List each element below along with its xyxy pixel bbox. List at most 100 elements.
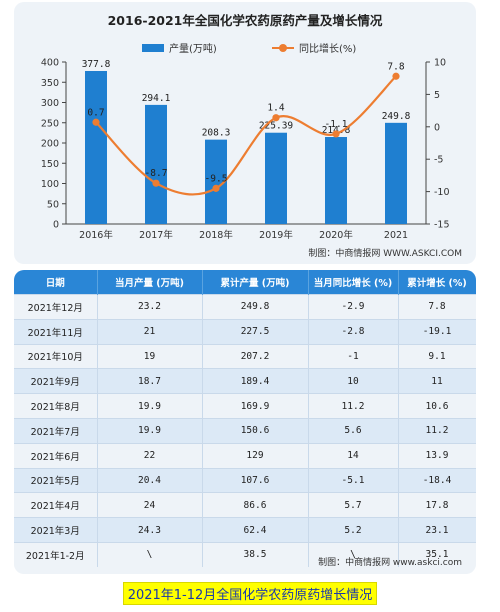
chart-panel: 0 50 100 150 200 250 300 350 400 -15 -10 -5 0 5 10 377.… xyxy=(14,2,476,264)
growth-value-label: 7.8 xyxy=(387,61,404,72)
table-panel: 日期 当月产量 (万吨) 累计产量 (万吨) 当月同比增长 (%) 累计增长 (… xyxy=(14,270,476,574)
legend-bar-swatch xyxy=(142,43,164,52)
y-left-tick-label: 100 xyxy=(41,179,59,190)
bar xyxy=(385,122,407,224)
growth-point xyxy=(272,114,280,122)
cell-monthly-output: 24.3 xyxy=(97,517,203,543)
cell-cumulative-output: 150.6 xyxy=(202,417,309,444)
cell-cumulative-growth: 10.6 xyxy=(398,393,476,419)
cell-monthly-growth: 10 xyxy=(308,368,399,394)
growth-value-label: -1.1 xyxy=(325,119,348,130)
y-right-tick-label: 10 xyxy=(434,58,446,69)
cell-monthly-growth: -5.1 xyxy=(308,467,399,493)
cell-cumulative-growth: 11 xyxy=(398,368,476,394)
bar-value-label: 377.8 xyxy=(82,59,111,70)
bar xyxy=(205,139,227,224)
table-header-row: 日期 当月产量 (万吨) 累计产量 (万吨) 当月同比增长 (%) 累计增长 (… xyxy=(14,270,476,295)
cell-date: 2021年5月 xyxy=(14,467,98,493)
legend-item-bar: 产量(万吨) xyxy=(142,40,217,55)
bar-value-label: 294.1 xyxy=(142,93,171,104)
cell-cumulative-output: 227.5 xyxy=(202,318,309,345)
cell-cumulative-growth: 35.1 xyxy=(398,541,476,567)
cell-cumulative-growth: 13.9 xyxy=(398,442,476,469)
bar-value-label: 249.8 xyxy=(382,111,411,122)
bar-value-label: 225.39 xyxy=(259,121,294,132)
cell-monthly-output: 19.9 xyxy=(97,417,203,444)
cell-monthly-output: 19.9 xyxy=(97,393,203,419)
bar xyxy=(325,137,347,224)
cell-monthly-growth: 11.2 xyxy=(308,393,399,419)
y-left-tick-label: 200 xyxy=(41,139,59,150)
cell-monthly-output: 19 xyxy=(97,343,203,369)
y-right-tick-label: 5 xyxy=(434,90,440,101)
growth-value-label: 1.4 xyxy=(267,103,284,114)
cell-date: 2021年6月 xyxy=(14,442,98,469)
bar xyxy=(85,70,107,224)
cell-cumulative-output: 62.4 xyxy=(202,517,309,543)
cell-monthly-growth: 14 xyxy=(308,442,399,469)
cell-monthly-growth: 5.7 xyxy=(308,492,399,518)
bar xyxy=(145,104,167,224)
cell-monthly-output: \ xyxy=(97,541,203,567)
cell-cumulative-output: 189.4 xyxy=(202,368,309,394)
table-row: 2021年1-2月 \ 38.5 \ 35.1 xyxy=(14,541,476,567)
cell-monthly-output: 23.2 xyxy=(97,294,203,320)
table-row: 2021年9月 18.7 189.4 10 11 xyxy=(14,368,476,394)
cell-monthly-growth: -2.8 xyxy=(308,318,399,345)
cell-cumulative-growth: 11.2 xyxy=(398,417,476,444)
cell-cumulative-output: 249.8 xyxy=(202,294,309,320)
cell-cumulative-output: 86.6 xyxy=(202,492,309,518)
cell-monthly-growth: -1 xyxy=(308,343,399,369)
cell-monthly-output: 18.7 xyxy=(97,368,203,394)
table-row: 2021年10月 19 207.2 -1 9.1 xyxy=(14,343,476,369)
growth-point xyxy=(212,184,220,192)
legend-item-line: 同比增长(%) xyxy=(272,40,356,55)
header-monthly-output: 当月产量 (万吨) xyxy=(97,270,203,295)
y-right-tick-label: -15 xyxy=(434,220,450,231)
table-body: 2021年12月 23.2 249.8 -2.9 7.8 2021年11月 21 227.5-… xyxy=(14,294,476,567)
cell-cumulative-growth: 17.8 xyxy=(398,492,476,518)
cell-cumulative-growth: 7.8 xyxy=(398,294,476,320)
growth-point xyxy=(332,130,340,138)
x-tick-label: 2021 xyxy=(384,230,408,241)
cell-monthly-output: 22 xyxy=(97,442,203,469)
cell-date: 2021年4月 xyxy=(14,492,98,518)
cell-cumulative-output: 129 xyxy=(202,442,309,469)
cell-monthly-growth: -2.9 xyxy=(308,294,399,320)
x-tick-label: 2016年 xyxy=(79,229,113,241)
y-left-tick-label: 250 xyxy=(41,118,59,129)
cell-cumulative-growth: 23.1 xyxy=(398,517,476,543)
x-tick-label: 2019年 xyxy=(259,229,293,241)
y-right-tick-label: -10 xyxy=(434,187,450,198)
header-cumulative-growth: 累计增长 (%) xyxy=(398,270,476,295)
cell-date: 2021年8月 xyxy=(14,393,98,419)
cell-cumulative-output: 107.6 xyxy=(202,467,309,493)
cell-monthly-output: 21 xyxy=(97,318,203,345)
cell-date: 2021年10月 xyxy=(14,343,98,369)
table-row: 2021年11月 21 227.5 -2.8 -19.1 xyxy=(14,318,476,345)
cell-cumulative-output: 38.5 xyxy=(202,541,309,567)
y-right-tick-label: 0 xyxy=(434,122,440,133)
x-tick-label: 2017年 xyxy=(139,229,173,241)
header-monthly-growth: 当月同比增长 (%) xyxy=(308,270,399,295)
legend-line-swatch xyxy=(272,43,294,53)
table-row: 2021年6月 22 129 14 13.9 xyxy=(14,442,476,469)
combo-chart: 0 50 100 150 200 250 300 350 400 -15 -10 -5 0 5 10 377.… xyxy=(41,58,450,242)
cell-date: 2021年7月 xyxy=(14,417,98,444)
table-row: 2021年8月 19.9 169.9 11.2 10.6 xyxy=(14,393,476,419)
table-row: 2021年12月 23.2 249.8 -2.9 7.8 xyxy=(14,294,476,320)
legend-label-bar: 产量(万吨) xyxy=(169,44,217,55)
cell-monthly-growth: \ xyxy=(308,541,399,567)
bar-value-label: 208.3 xyxy=(202,128,231,139)
cell-date: 2021年12月 xyxy=(14,294,98,320)
bar xyxy=(265,132,287,224)
caption-wrap: 2021年1-12月全国化学农药原药增长情况 xyxy=(0,582,500,605)
growth-value-label: -9.5 xyxy=(205,173,228,184)
y-left-tick-label: 350 xyxy=(41,78,59,89)
table-row: 2021年4月 24 86.6 5.7 17.8 xyxy=(14,492,476,518)
x-tick-label: 2020年 xyxy=(319,229,353,241)
y-left-tick-label: 300 xyxy=(41,98,59,109)
cell-date: 2021年11月 xyxy=(14,318,98,345)
growth-point xyxy=(392,72,400,80)
cell-date: 2021年1-2月 xyxy=(14,541,98,567)
